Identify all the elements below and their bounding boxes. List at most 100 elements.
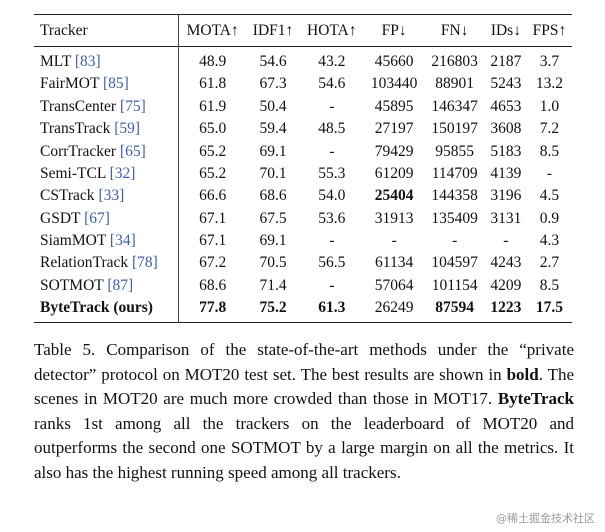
table-caption: Table 5. Comparison of the state-of-the-… [34,338,574,486]
tracker-name: CorrTracker [40,142,117,160]
metric-cell: 135409 [431,209,478,227]
metric-cell: 3608 [490,120,522,138]
metric-cell: - [329,276,335,294]
metric-cell: 144358 [431,187,478,205]
citation-link[interactable]: [65] [119,142,146,160]
metric-cell: - [503,232,509,249]
metric-cell: 48.9 [199,53,227,70]
tracker-name-cell: MLT [83] [34,46,179,74]
metric-cell: 67.1 [199,232,227,249]
column-header: FPS↑ [532,22,567,39]
table-row: SiamMOT [34] 67.1 69.1 - - - - 4.3 [34,229,572,253]
metric-cell: 1.0 [539,97,560,115]
table-row: RelationTrack [78] 67.2 70.5 56.5 61134 10459… [34,252,572,275]
tracker-name-cell: GSDT [67] [34,207,179,230]
column-header: HOTA↑ [307,22,357,39]
metric-cell: 3131 [490,209,522,227]
citation-link[interactable]: [34] [109,232,136,249]
metric-cell: 61.8 [199,75,227,93]
metric-cell: 66.6 [199,187,227,205]
metric-cell: 61.9 [199,97,227,115]
metric-cell: - [329,97,335,115]
metric-cell: 70.1 [259,164,287,182]
metric-cell: 65.2 [199,164,227,182]
column-header: IDF1↑ [252,22,294,39]
caption-text: ranks 1st among all the trackers on the … [34,413,574,482]
citation-link[interactable]: [75] [119,97,146,115]
metric-cell: 4.5 [539,187,560,205]
metric-cell: 4243 [490,254,522,272]
tracker-name: FairMOT [40,75,100,93]
metric-cell: 101154 [431,276,478,294]
column-header: FN↓ [440,22,469,39]
results-table: Tracker MOTA↑ IDF1↑ HOTA↑ FP↓ FN↓ IDs↓ FPS↑ MLT… [34,14,572,323]
metric-cell: - [329,142,335,160]
metric-cell: 216803 [431,53,478,70]
citation-link[interactable]: [33] [98,187,125,205]
header-row: Tracker MOTA↑ IDF1↑ HOTA↑ FP↓ FN↓ IDs↓ FPS↑ [34,14,572,47]
metric-cell: 26249 [374,299,414,317]
table-row: ByteTrack (ours) 77.8 75.2 61.3 26249 87594 12… [34,296,572,323]
tracker-name: CSTrack [40,187,95,205]
tracker-name: Semi-TCL [40,164,106,182]
tracker-name-cell: CorrTracker [65] [34,140,179,163]
metric-cell: 4209 [490,276,522,294]
metric-cell: 45660 [374,53,414,70]
tracker-name-cell: TransCenter [75] [34,95,179,118]
metric-cell: 95855 [435,142,475,160]
metric-cell: 65.0 [199,120,227,138]
metric-cell: 146347 [431,97,478,115]
table-row: Semi-TCL [32] 65.2 70.1 55.3 61209 114709 4139… [34,162,572,186]
metric-cell: 65.2 [199,142,227,160]
caption-bold-text: bold [506,364,539,384]
metric-cell: 87594 [435,299,475,317]
table-body: MLT [83] 48.9 54.6 43.2 45660 216803 2187 3.7 Fa… [34,46,572,323]
citation-link[interactable]: [78] [132,254,158,272]
citation-link[interactable]: [67] [84,209,110,227]
tracker-name: ByteTrack (ours) [40,299,153,317]
metric-cell: 57064 [374,276,414,294]
metric-cell: 8.5 [539,142,560,160]
metric-cell: 54.6 [318,75,346,93]
metric-cell: 59.4 [259,120,287,138]
caption-bold-text: ByteTrack [497,389,574,409]
metric-cell: 103440 [370,75,418,93]
tracker-name: GSDT [40,209,81,227]
watermark: @稀土掘金技术社区 [496,512,595,525]
metric-cell: 0.9 [539,209,560,227]
citation-link[interactable]: [59] [114,120,141,138]
column-header: FP↓ [381,22,407,39]
metric-cell: 75.2 [259,299,287,317]
metric-cell: 17.5 [535,299,563,317]
table-row: CSTrack [33] 66.6 68.6 54.0 25404 144358 3196 4… [34,185,572,208]
citation-link[interactable]: [32] [109,164,136,182]
citation-link[interactable]: [87] [107,276,134,294]
tracker-name: MLT [40,53,72,70]
metric-cell: 4653 [490,97,522,115]
tracker-name-cell: SOTMOT [87] [34,274,179,297]
metric-cell: 13.2 [535,75,563,93]
metric-cell: 8.5 [539,276,560,294]
table-row: MLT [83] 48.9 54.6 43.2 45660 216803 2187 3.7 [34,46,572,74]
metric-cell: 70.5 [259,254,287,272]
metric-cell: 5243 [490,75,522,93]
metric-cell: - [452,232,458,249]
table-row: GSDT [67] 67.1 67.5 53.6 31913 135409 3131 0.9 [34,207,572,230]
metric-cell: 2.7 [539,254,560,272]
tracker-name-cell: TransTrack [59] [34,117,179,141]
metric-cell: 69.1 [259,142,287,160]
citation-link[interactable]: [83] [74,53,101,70]
table-row: CorrTracker [65] 65.2 69.1 - 79429 95855 5183 8… [34,140,572,163]
metric-cell: 68.6 [259,187,287,205]
citation-link[interactable]: [85] [103,75,129,93]
metric-cell: 27197 [374,120,414,138]
metric-cell: - [546,164,553,182]
metric-cell: 43.2 [318,53,346,70]
metric-cell: 7.2 [539,120,560,138]
metric-cell: - [329,232,335,249]
table-row: FairMOT [85] 61.8 67.3 54.6 103440 88901 5243 1… [34,73,572,96]
table-header: Tracker MOTA↑ IDF1↑ HOTA↑ FP↓ FN↓ IDs↓ FPS↑ [34,14,572,47]
table-row: TransCenter [75] 61.9 50.4 - 45895 146347 4653… [34,95,572,118]
metric-cell: 67.5 [259,209,287,227]
metric-cell: 1223 [490,299,522,317]
